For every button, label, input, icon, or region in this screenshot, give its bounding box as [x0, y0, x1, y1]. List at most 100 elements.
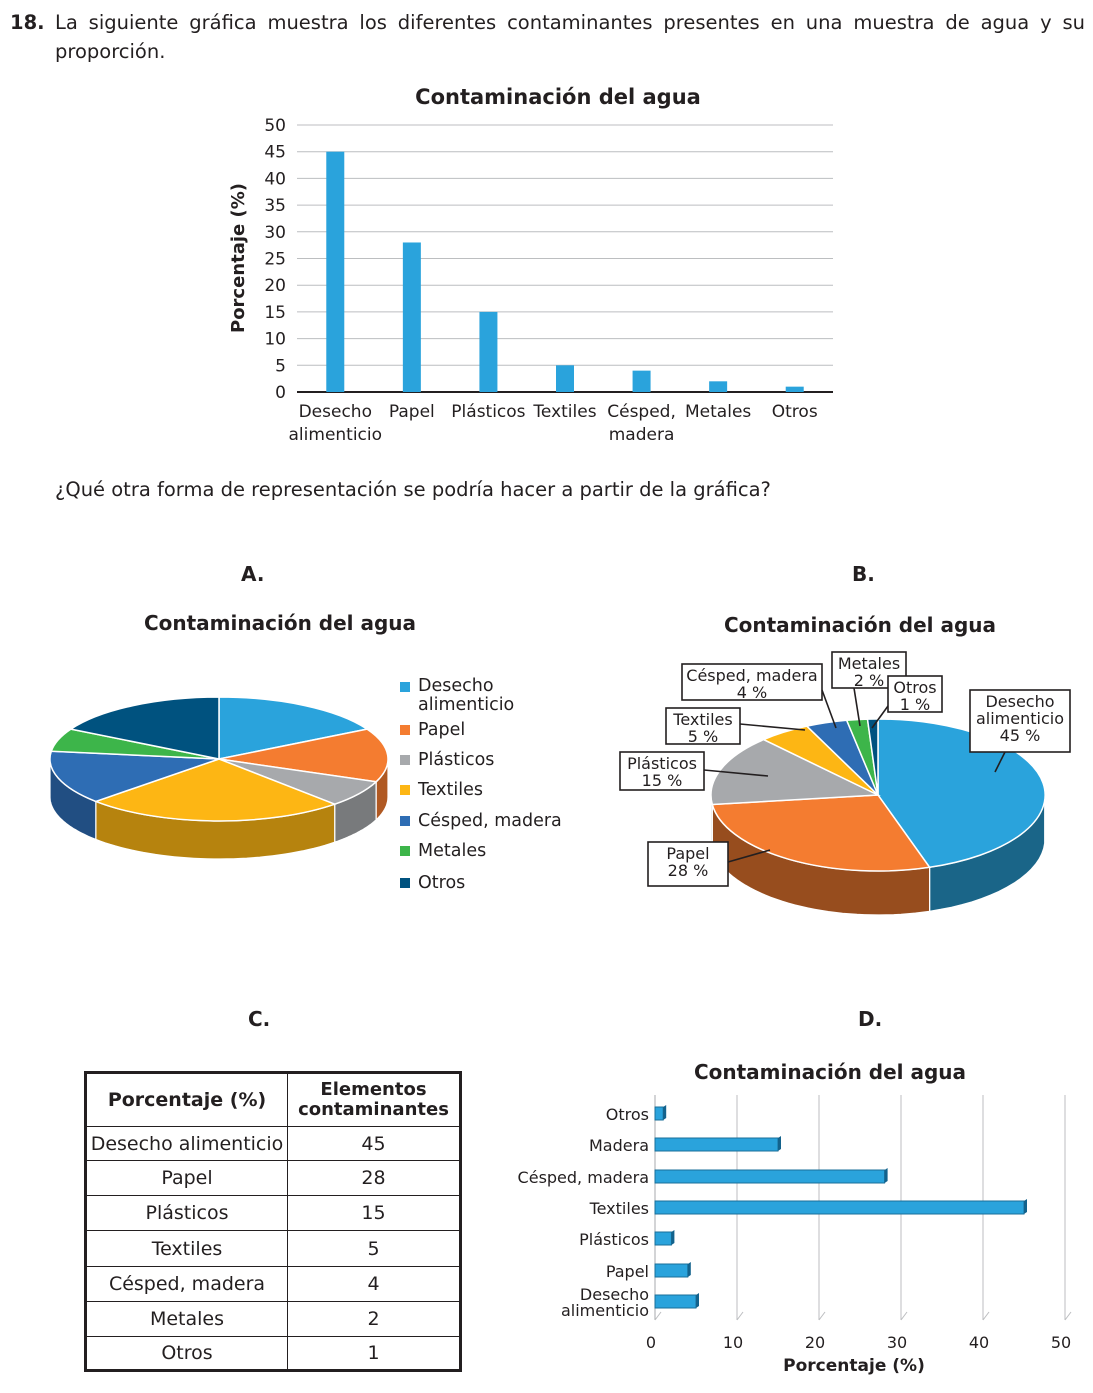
option-b-callout-grass-pointer: [821, 689, 837, 729]
option-d-bar: [654, 1169, 886, 1184]
table-cell-value: 4: [287, 1266, 461, 1302]
option-b-callout-food-box: [969, 689, 1071, 753]
table-header-percentage: Porcentaje (%): [85, 1072, 288, 1127]
option-b-callout-food-pointer: [994, 751, 1006, 773]
table-row: Metales 2: [85, 1301, 461, 1337]
option-d-label[interactable]: D.: [858, 1007, 883, 1031]
option-d-bar-end: [687, 1262, 691, 1277]
main-xtick-label: alimenticio: [289, 425, 383, 445]
option-b-pie-slice: [710, 738, 881, 806]
table-cell-value: 45: [287, 1126, 461, 1161]
table-cell-element: Metales: [85, 1301, 288, 1337]
option-a-legend-swatch: [400, 878, 410, 888]
main-ytick-label: 10: [264, 330, 286, 350]
table-cell-element: Otros: [85, 1336, 288, 1371]
main-xtick-label: Césped,: [607, 402, 676, 422]
main-xtick-label: madera: [609, 425, 675, 445]
table-cell-value: 2: [287, 1301, 461, 1337]
option-d-bar-end: [1024, 1199, 1027, 1214]
table-cell-value: 5: [287, 1230, 461, 1267]
option-d-bar: [654, 1263, 689, 1278]
option-b-callout-paper-text: Papel: [666, 844, 709, 863]
main-ytick-label: 20: [264, 276, 286, 296]
option-d-category-label: Césped, madera: [518, 1168, 649, 1187]
table-row: Césped, madera 4: [85, 1266, 461, 1302]
option-a-legend-label: alimenticio: [418, 695, 514, 715]
option-d-bar-end: [884, 1168, 888, 1183]
option-d-xtick-label: 50: [1051, 1333, 1071, 1352]
main-bar: [632, 370, 651, 392]
option-a-legend-label: Desecho: [418, 676, 494, 696]
main-bar: [479, 311, 498, 392]
option-a-pie-slice: [218, 728, 389, 783]
option-b-pie-chart: Contaminación del agua Desechoalimentici…: [619, 613, 1071, 916]
main-chart-ylabel: Porcentaje (%): [228, 183, 249, 333]
option-d-xtick-label: 30: [887, 1333, 907, 1352]
option-d-category-label: alimenticio: [561, 1301, 649, 1320]
table-header-elements: Elementos contaminantes: [287, 1072, 461, 1127]
option-d-category-label: Plásticos: [579, 1230, 649, 1249]
option-a-title: Contaminación del agua: [144, 611, 416, 635]
main-bar: [785, 386, 804, 392]
table-cell-element: Papel: [85, 1160, 288, 1196]
main-ytick-label: 30: [264, 223, 286, 243]
question-number: 18.: [10, 11, 45, 34]
option-b-callout-plastics-pointer: [703, 769, 769, 777]
option-a-legend-swatch: [400, 846, 410, 856]
option-c-label[interactable]: C.: [248, 1007, 271, 1031]
table-row: Plásticos 15: [85, 1195, 461, 1231]
option-b-callout-plastics-text: Plásticos: [627, 754, 697, 773]
option-d-gridline-foot: [654, 1311, 662, 1321]
option-d-bar-end: [663, 1105, 667, 1120]
table-cell-element: Césped, madera: [85, 1266, 288, 1302]
option-d-bar-chart: Contaminación del agua Otros Madera Césped…: [518, 1060, 1072, 1376]
option-d-category-label: Otros: [606, 1105, 649, 1124]
option-d-bar-end: [778, 1136, 781, 1151]
option-b-callout-food-text: Desecho: [985, 692, 1054, 711]
option-b-callout-plastics-box: [619, 751, 705, 791]
option-d-title: Contaminación del agua: [694, 1060, 966, 1084]
option-a-legend-label: Textiles: [417, 780, 483, 800]
main-bar: [556, 365, 574, 392]
question-18: 18. La siguiente gráfica muestra los dif…: [10, 8, 1085, 66]
option-b-callout-metals-box: [831, 651, 907, 689]
option-d-bar: [654, 1231, 672, 1246]
option-d-category-label: Madera: [589, 1136, 649, 1155]
option-b-callout-textiles-box: [665, 707, 741, 745]
table-row: Otros 1: [85, 1336, 461, 1371]
option-a-pie-slice: [49, 750, 220, 803]
option-b-callout-metals-pointer: [853, 687, 861, 727]
option-a-pie-slice: [68, 696, 220, 760]
option-a-label[interactable]: A.: [241, 562, 265, 586]
option-b-callout-metals-text: 2 %: [854, 671, 884, 690]
main-xtick-label: Otros: [772, 402, 818, 422]
option-c-table: Porcentaje (%) Elementos contaminantes D…: [84, 1071, 462, 1372]
option-b-callout-others-pointer: [871, 705, 889, 729]
option-a-legend-swatch: [400, 816, 410, 826]
table-cell-element: Desecho alimenticio: [85, 1126, 288, 1161]
option-b-callout-paper-pointer: [727, 849, 771, 863]
option-b-pie-slice: [711, 794, 931, 872]
option-b-label[interactable]: B.: [852, 562, 875, 586]
option-b-callout-metals-text: Metales: [838, 654, 900, 673]
option-d-xtick-label: 40: [969, 1333, 989, 1352]
option-d-xtick-label: 10: [723, 1333, 743, 1352]
option-d-xtick-label: 0: [646, 1333, 656, 1352]
main-ytick-label: 40: [264, 169, 286, 189]
table-cell-element: Plásticos: [85, 1195, 288, 1231]
option-a-legend-label: Otros: [418, 873, 465, 893]
option-d-bar: [654, 1106, 664, 1121]
main-ytick-label: 15: [264, 303, 286, 323]
main-ytick-label: 35: [264, 196, 286, 216]
main-xtick-label: Metales: [685, 402, 751, 422]
option-d-gridline-foot: [900, 1311, 908, 1321]
option-d-bar: [654, 1200, 1025, 1215]
option-d-category-label: Desecho: [580, 1285, 649, 1304]
option-b-callout-others-box: [887, 675, 943, 713]
table-row: Desecho alimenticio 45: [85, 1126, 461, 1161]
main-ytick-label: 5: [275, 356, 286, 376]
main-xtick-label: Desecho: [299, 402, 372, 422]
option-b-callout-grass-box: [681, 663, 823, 701]
option-d-category-label: Textiles: [589, 1199, 649, 1218]
option-b-title: Contaminación del agua: [724, 613, 996, 637]
